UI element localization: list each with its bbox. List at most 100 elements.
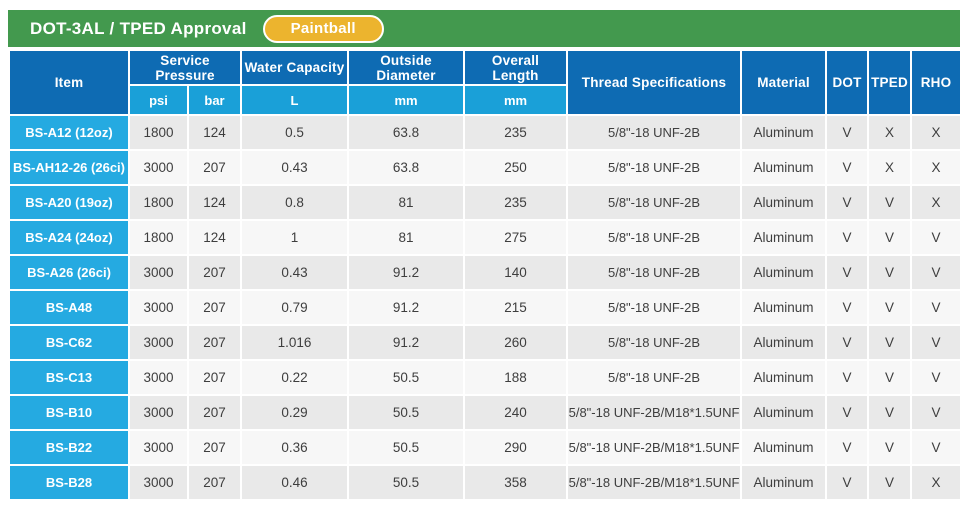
cell-dot: V [825, 394, 870, 431]
cell-outside-diameter: 81 [347, 184, 466, 221]
cell-rho: X [910, 114, 960, 151]
header-row-main: Item Service Pressure Water Capacity Out… [8, 49, 960, 116]
cell-outside-diameter: 50.5 [347, 394, 466, 431]
cell-material: Aluminum [740, 149, 828, 186]
cell-rho: V [910, 324, 960, 361]
cell-bar: 124 [186, 184, 243, 221]
cell-water-capacity: 1.016 [240, 324, 350, 361]
table-row: BS-A48 3000 207 0.79 91.2 215 5/8"-18 UN… [8, 289, 960, 326]
cell-item: BS-A24 (24oz) [8, 219, 130, 256]
cell-overall-length: 235 [463, 114, 569, 151]
cell-dot: V [825, 254, 870, 291]
cell-thread-specifications: 5/8"-18 UNF-2B/M18*1.5UNF [566, 394, 743, 431]
cell-item: BS-B10 [8, 394, 130, 431]
cell-outside-diameter: 63.8 [347, 149, 466, 186]
cell-outside-diameter: 50.5 [347, 464, 466, 501]
cell-bar: 207 [186, 464, 243, 501]
cell-psi: 3000 [128, 289, 189, 326]
cell-rho: X [910, 149, 960, 186]
table-row: BS-AH12-26 (26ci) 3000 207 0.43 63.8 250… [8, 149, 960, 186]
cell-outside-diameter: 91.2 [347, 289, 466, 326]
cell-overall-length: 215 [463, 289, 569, 326]
cell-water-capacity: 0.43 [240, 254, 350, 291]
cell-material: Aluminum [740, 254, 828, 291]
cell-tped: V [867, 219, 913, 256]
cell-rho: V [910, 359, 960, 396]
cell-tped: X [867, 149, 913, 186]
page-container: DOT-3AL / TPED Approval Paintball Item S… [8, 10, 960, 501]
header-unit-l: L [240, 84, 350, 116]
cell-rho: V [910, 394, 960, 431]
cell-dot: V [825, 219, 870, 256]
header-unit-psi: psi [128, 84, 189, 116]
header-unit-od-mm: mm [347, 84, 466, 116]
cell-rho: V [910, 219, 960, 256]
cell-thread-specifications: 5/8"-18 UNF-2B [566, 219, 743, 256]
cell-overall-length: 275 [463, 219, 569, 256]
cell-bar: 207 [186, 429, 243, 466]
cell-tped: X [867, 114, 913, 151]
cell-rho: V [910, 254, 960, 291]
cell-thread-specifications: 5/8"-18 UNF-2B [566, 149, 743, 186]
table-row: BS-C62 3000 207 1.016 91.2 260 5/8"-18 U… [8, 324, 960, 361]
cell-psi: 3000 [128, 394, 189, 431]
header-row-units: psi bar L mm mm [9, 84, 960, 116]
header-material: Material [740, 49, 828, 116]
cell-overall-length: 290 [463, 429, 569, 466]
cell-outside-diameter: 50.5 [347, 429, 466, 466]
cell-rho: X [910, 184, 960, 221]
cell-thread-specifications: 5/8"-18 UNF-2B [566, 289, 743, 326]
table-row: BS-A24 (24oz) 1800 124 1 81 275 5/8"-18 … [8, 219, 960, 256]
cell-overall-length: 140 [463, 254, 569, 291]
cell-outside-diameter: 91.2 [347, 324, 466, 361]
cell-water-capacity: 0.79 [240, 289, 350, 326]
header-outside-diameter: Outside Diameter [347, 49, 466, 86]
cell-overall-length: 358 [463, 464, 569, 501]
cell-thread-specifications: 5/8"-18 UNF-2B [566, 114, 743, 151]
cell-water-capacity: 0.22 [240, 359, 350, 396]
cell-material: Aluminum [740, 394, 828, 431]
table-body: BS-A12 (12oz) 1800 124 0.5 63.8 235 5/8"… [8, 114, 960, 501]
table-row: BS-A20 (19oz) 1800 124 0.8 81 235 5/8"-1… [8, 184, 960, 221]
cell-item: BS-C13 [8, 359, 130, 396]
cell-water-capacity: 0.36 [240, 429, 350, 466]
cell-item: BS-A12 (12oz) [8, 114, 130, 151]
header-water-capacity: Water Capacity [240, 49, 350, 86]
cell-material: Aluminum [740, 114, 828, 151]
cell-water-capacity: 0.5 [240, 114, 350, 151]
cell-psi: 1800 [128, 184, 189, 221]
table-row: BS-B22 3000 207 0.36 50.5 290 5/8"-18 UN… [8, 429, 960, 466]
cell-overall-length: 250 [463, 149, 569, 186]
cell-water-capacity: 0.43 [240, 149, 350, 186]
cell-item: BS-B28 [8, 464, 130, 501]
cell-material: Aluminum [740, 324, 828, 361]
table-row: BS-B28 3000 207 0.46 50.5 358 5/8"-18 UN… [8, 464, 960, 501]
header-rho: RHO [910, 49, 960, 116]
cell-item: BS-A26 (26ci) [8, 254, 130, 291]
cell-tped: V [867, 394, 913, 431]
cell-psi: 3000 [128, 429, 189, 466]
cell-overall-length: 260 [463, 324, 569, 361]
cell-water-capacity: 0.29 [240, 394, 350, 431]
cell-bar: 207 [186, 254, 243, 291]
cell-material: Aluminum [740, 219, 828, 256]
cell-material: Aluminum [740, 289, 828, 326]
cell-dot: V [825, 359, 870, 396]
cell-rho: X [910, 464, 960, 501]
table-row: BS-C13 3000 207 0.22 50.5 188 5/8"-18 UN… [8, 359, 960, 396]
cell-material: Aluminum [740, 359, 828, 396]
table-row: BS-B10 3000 207 0.29 50.5 240 5/8"-18 UN… [8, 394, 960, 431]
header-thread-specifications: Thread Specifications [566, 49, 743, 116]
cell-tped: V [867, 429, 913, 466]
paintball-badge[interactable]: Paintball [262, 14, 384, 43]
cell-dot: V [825, 464, 870, 501]
cell-thread-specifications: 5/8"-18 UNF-2B [566, 324, 743, 361]
cell-item: BS-A20 (19oz) [8, 184, 130, 221]
cell-overall-length: 188 [463, 359, 569, 396]
cell-dot: V [825, 184, 870, 221]
cell-psi: 3000 [128, 464, 189, 501]
cell-overall-length: 235 [463, 184, 569, 221]
page-title: DOT-3AL / TPED Approval [30, 18, 247, 38]
cell-bar: 207 [186, 289, 243, 326]
cell-psi: 1800 [128, 114, 189, 151]
